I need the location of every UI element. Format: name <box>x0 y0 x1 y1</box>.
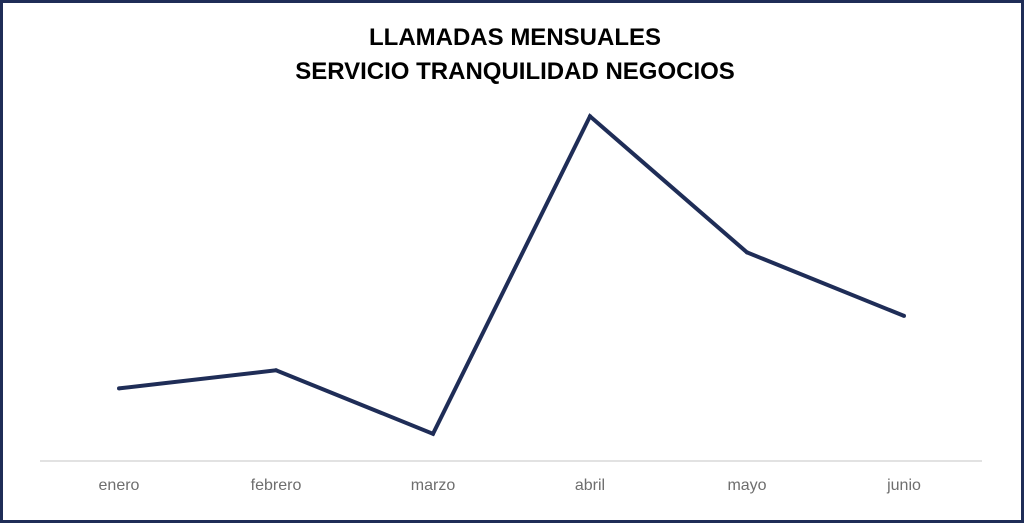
chart-subtitle: SERVICIO TRANQUILIDAD NEGOCIOS <box>295 58 735 85</box>
x-tick-label-febrero: febrero <box>251 477 302 494</box>
x-tick-label-junio: junio <box>886 477 921 494</box>
x-tick-label-enero: enero <box>99 477 140 494</box>
data-point-mayo <box>745 250 749 255</box>
x-tick-label-abril: abril <box>575 477 605 494</box>
x-tick-label-mayo: mayo <box>727 477 766 494</box>
data-point-marzo <box>431 431 435 436</box>
x-tick-label-marzo: marzo <box>411 477 456 494</box>
series-layer <box>117 113 906 437</box>
series-line-0 <box>118 113 905 437</box>
x-tick-labels: enero febrero marzo abril mayo junio <box>99 477 921 494</box>
chart-title-block: LLAMADAS MENSUALES SERVICIO TRANQUILIDAD… <box>3 21 1024 89</box>
data-point-enero <box>117 386 121 391</box>
data-point-abril <box>588 114 592 119</box>
data-point-junio <box>902 313 906 318</box>
data-point-febrero <box>274 368 278 373</box>
chart-title: LLAMADAS MENSUALES <box>369 24 661 51</box>
